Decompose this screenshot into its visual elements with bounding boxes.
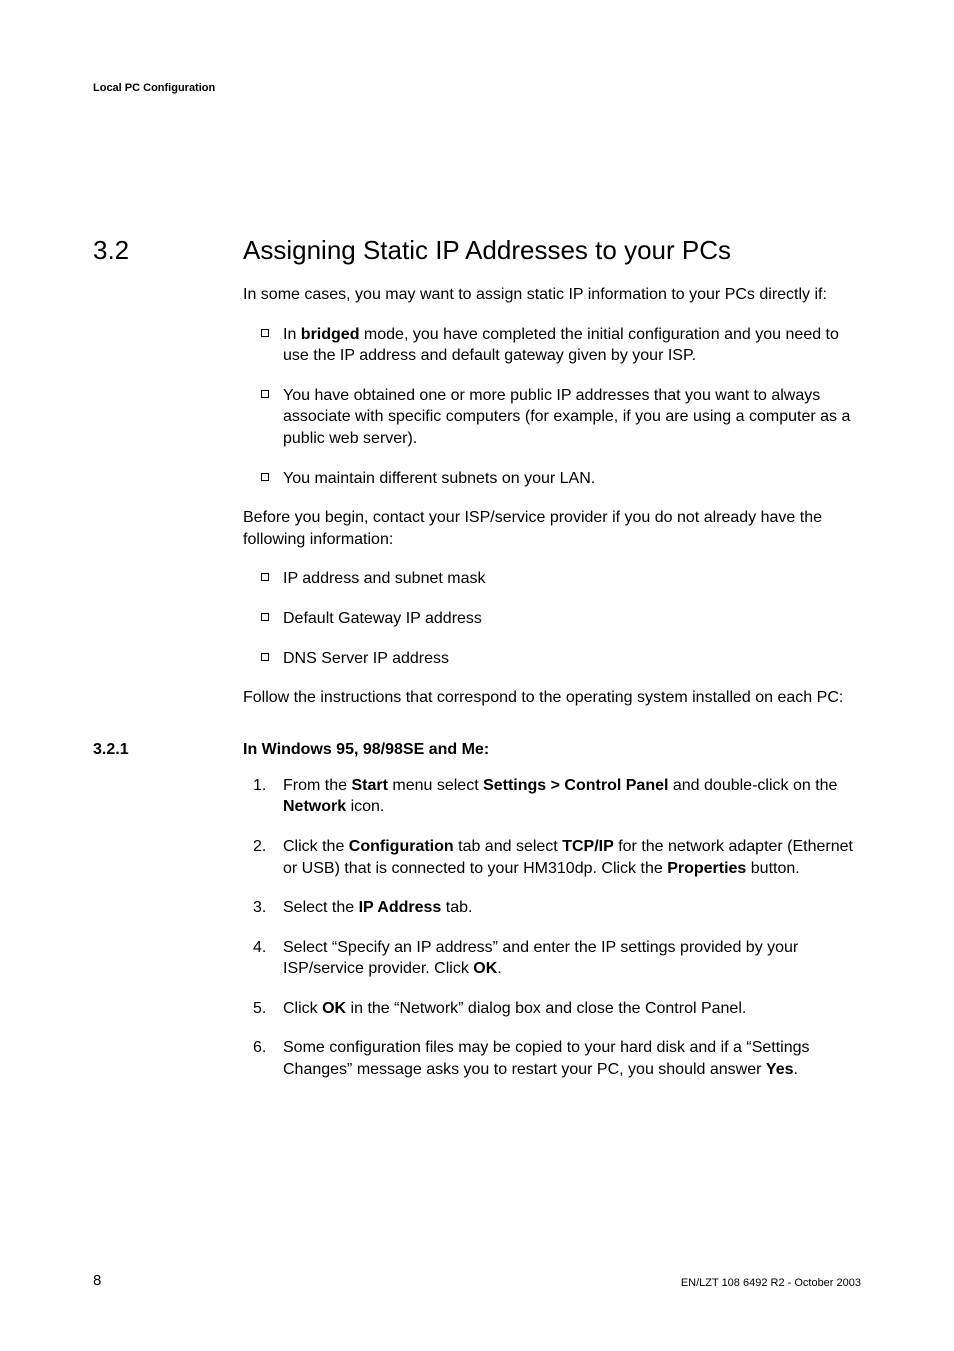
steps-indent: From the Start menu select Settings > Co…: [243, 775, 863, 1081]
step-item: Click the Configuration tab and select T…: [243, 836, 863, 879]
list-item: DNS Server IP address: [243, 648, 863, 670]
content-area: 3.2 Assigning Static IP Addresses to you…: [93, 235, 863, 1099]
step-text: Some configuration files may be copied t…: [283, 1039, 810, 1078]
footer-page-number: 8: [93, 1272, 101, 1289]
step-text: Select the IP Address tab.: [283, 899, 472, 916]
subsection-number: 3.2.1: [93, 741, 243, 759]
bullet-square-icon: [261, 390, 269, 398]
subsection-title: In Windows 95, 98/98SE and Me:: [243, 741, 489, 759]
bullet-list-conditions: In bridged mode, you have completed the …: [243, 324, 863, 490]
list-item-text: You have obtained one or more public IP …: [283, 387, 850, 447]
step-text: From the Start menu select Settings > Co…: [283, 777, 837, 816]
bullet-square-icon: [261, 653, 269, 661]
step-item: From the Start menu select Settings > Co…: [243, 775, 863, 818]
section-title: Assigning Static IP Addresses to your PC…: [243, 235, 731, 266]
footer-doc-id: EN/LZT 108 6492 R2 - October 2003: [681, 1277, 861, 1289]
numbered-steps: From the Start menu select Settings > Co…: [243, 775, 863, 1081]
step-item: Click OK in the “Network” dialog box and…: [243, 998, 863, 1020]
list-item: You have obtained one or more public IP …: [243, 385, 863, 450]
subsection-heading-row: 3.2.1 In Windows 95, 98/98SE and Me:: [93, 741, 863, 759]
step-text: Select “Specify an IP address” and enter…: [283, 939, 798, 978]
mid-paragraph-2: Follow the instructions that correspond …: [243, 687, 863, 709]
step-item: Select “Specify an IP address” and enter…: [243, 937, 863, 980]
mid-paragraph-1: Before you begin, contact your ISP/servi…: [243, 507, 863, 550]
list-item: Default Gateway IP address: [243, 608, 863, 630]
list-item-text: You maintain different subnets on your L…: [283, 470, 595, 487]
bullet-square-icon: [261, 329, 269, 337]
section-heading-row: 3.2 Assigning Static IP Addresses to you…: [93, 235, 863, 266]
bullet-square-icon: [261, 613, 269, 621]
running-header: Local PC Configuration: [93, 82, 215, 94]
intro-paragraph: In some cases, you may want to assign st…: [243, 284, 863, 306]
bullet-square-icon: [261, 473, 269, 481]
list-item: You maintain different subnets on your L…: [243, 468, 863, 490]
section-number: 3.2: [93, 235, 243, 266]
step-item: Select the IP Address tab.: [243, 897, 863, 919]
bullet-list-info: IP address and subnet mask Default Gatew…: [243, 568, 863, 669]
body-indent: In some cases, you may want to assign st…: [243, 284, 863, 709]
page: Local PC Configuration 3.2 Assigning Sta…: [0, 0, 954, 1351]
list-item-text: IP address and subnet mask: [283, 570, 486, 587]
list-item: In bridged mode, you have completed the …: [243, 324, 863, 367]
list-item: IP address and subnet mask: [243, 568, 863, 590]
step-item: Some configuration files may be copied t…: [243, 1037, 863, 1080]
step-text: Click OK in the “Network” dialog box and…: [283, 1000, 746, 1017]
bullet-square-icon: [261, 573, 269, 581]
list-item-text: In bridged mode, you have completed the …: [283, 326, 839, 365]
list-item-text: DNS Server IP address: [283, 650, 449, 667]
list-item-text: Default Gateway IP address: [283, 610, 482, 627]
step-text: Click the Configuration tab and select T…: [283, 838, 853, 877]
